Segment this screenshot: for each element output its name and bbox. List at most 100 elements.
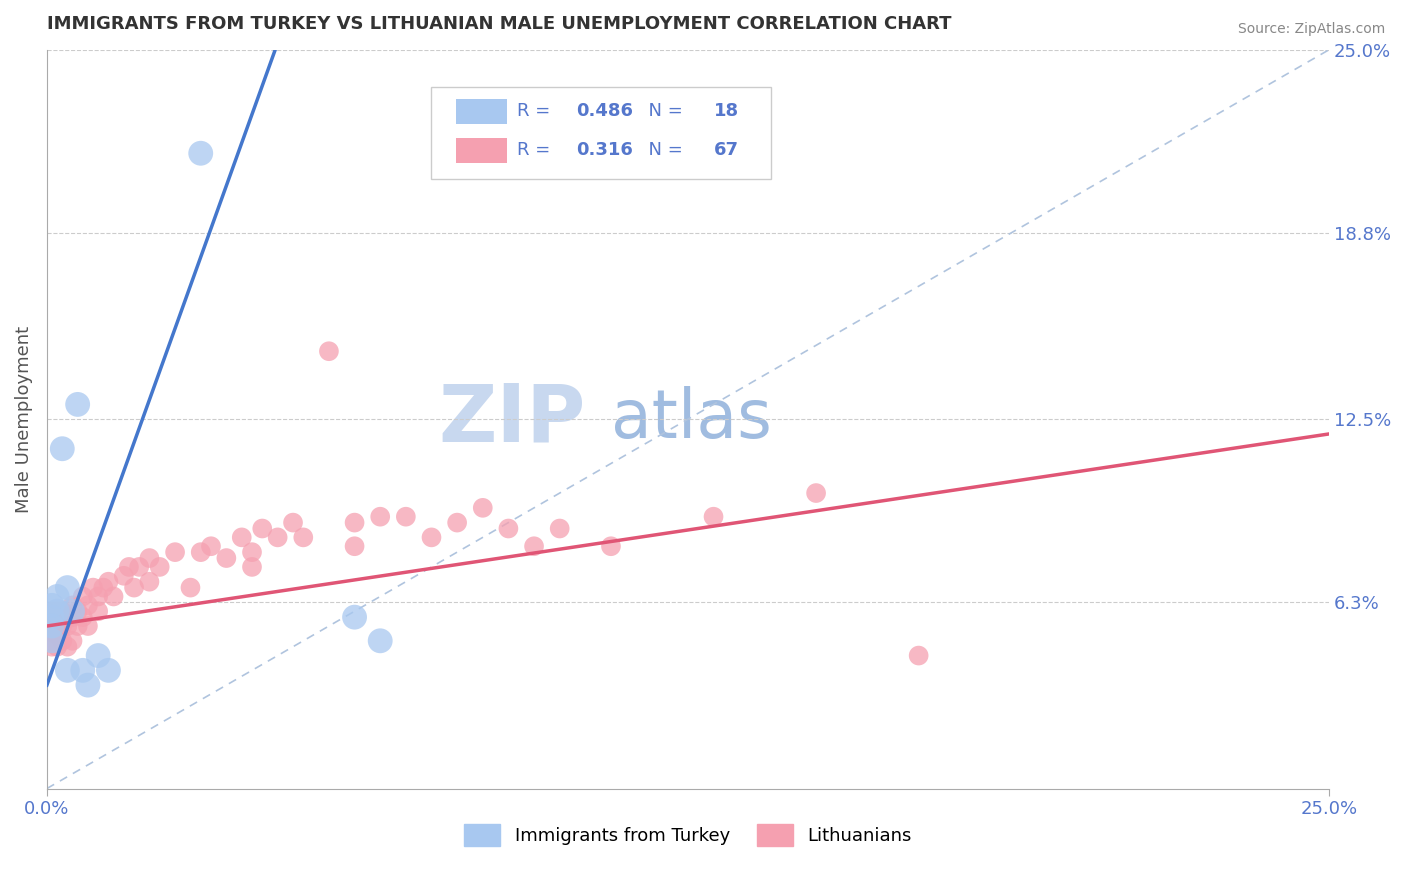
Text: R =: R = — [517, 141, 557, 159]
Point — [41, 619, 63, 633]
Text: 0.316: 0.316 — [576, 141, 633, 159]
Point — [523, 539, 546, 553]
Point — [149, 560, 172, 574]
Point — [548, 522, 571, 536]
Point — [72, 610, 94, 624]
Point — [292, 530, 315, 544]
Point — [281, 516, 304, 530]
Point — [190, 545, 212, 559]
Point — [343, 516, 366, 530]
Point — [907, 648, 929, 663]
Point — [118, 560, 141, 574]
Text: atlas: atlas — [612, 386, 772, 452]
Point — [87, 648, 110, 663]
Point — [41, 633, 63, 648]
Point — [266, 530, 288, 544]
Point — [41, 610, 63, 624]
Point — [103, 590, 125, 604]
Point — [51, 442, 73, 456]
Point — [41, 604, 63, 618]
Point — [46, 604, 69, 618]
Bar — [456, 99, 508, 125]
Text: R =: R = — [517, 103, 557, 120]
Point — [77, 678, 100, 692]
Point — [66, 604, 89, 618]
Text: 0.486: 0.486 — [576, 103, 633, 120]
Point — [702, 509, 724, 524]
Point — [91, 581, 114, 595]
Bar — [456, 137, 508, 163]
Point — [66, 619, 89, 633]
Point — [41, 633, 63, 648]
Point — [343, 539, 366, 553]
Point — [165, 545, 187, 559]
Point — [498, 522, 520, 536]
Point — [56, 640, 79, 654]
Point — [420, 530, 443, 544]
Point — [395, 509, 418, 524]
Point — [138, 574, 160, 589]
Point — [51, 619, 73, 633]
Point — [82, 581, 104, 595]
Point — [51, 610, 73, 624]
Point — [41, 610, 63, 624]
Point — [41, 619, 63, 633]
Point — [56, 610, 79, 624]
Point — [231, 530, 253, 544]
Point — [46, 640, 69, 654]
Point — [128, 560, 150, 574]
Point — [56, 664, 79, 678]
Point — [252, 522, 274, 536]
Point — [72, 664, 94, 678]
Point — [368, 633, 391, 648]
Point — [51, 633, 73, 648]
Point — [87, 604, 110, 618]
Text: N =: N = — [637, 141, 688, 159]
Point — [138, 551, 160, 566]
Point — [600, 539, 623, 553]
Point — [46, 628, 69, 642]
Text: Source: ZipAtlas.com: Source: ZipAtlas.com — [1237, 22, 1385, 37]
Point — [62, 610, 84, 624]
Text: 18: 18 — [713, 103, 738, 120]
Point — [343, 610, 366, 624]
Point — [122, 581, 145, 595]
Point — [97, 574, 120, 589]
Point — [112, 569, 135, 583]
Point — [46, 610, 69, 624]
Point — [46, 604, 69, 618]
Point — [46, 590, 69, 604]
Point — [66, 397, 89, 411]
Text: 67: 67 — [713, 141, 738, 159]
Point — [240, 560, 263, 574]
Point — [56, 619, 79, 633]
Text: N =: N = — [637, 103, 688, 120]
Point — [87, 590, 110, 604]
Point — [46, 619, 69, 633]
Point — [200, 539, 222, 553]
Point — [240, 545, 263, 559]
FancyBboxPatch shape — [432, 87, 772, 179]
Point — [41, 599, 63, 613]
Text: IMMIGRANTS FROM TURKEY VS LITHUANIAN MALE UNEMPLOYMENT CORRELATION CHART: IMMIGRANTS FROM TURKEY VS LITHUANIAN MAL… — [46, 15, 952, 33]
Point — [190, 146, 212, 161]
Text: ZIP: ZIP — [439, 380, 585, 458]
Point — [62, 599, 84, 613]
Point — [41, 640, 63, 654]
Point — [62, 633, 84, 648]
Point — [77, 599, 100, 613]
Point — [72, 590, 94, 604]
Point — [446, 516, 468, 530]
Point — [56, 581, 79, 595]
Y-axis label: Male Unemployment: Male Unemployment — [15, 326, 32, 513]
Point — [804, 486, 827, 500]
Point — [97, 664, 120, 678]
Point — [215, 551, 238, 566]
Point — [471, 500, 494, 515]
Point — [51, 604, 73, 618]
Point — [41, 624, 63, 639]
Point — [179, 581, 201, 595]
Point — [77, 619, 100, 633]
Point — [318, 344, 340, 359]
Point — [368, 509, 391, 524]
